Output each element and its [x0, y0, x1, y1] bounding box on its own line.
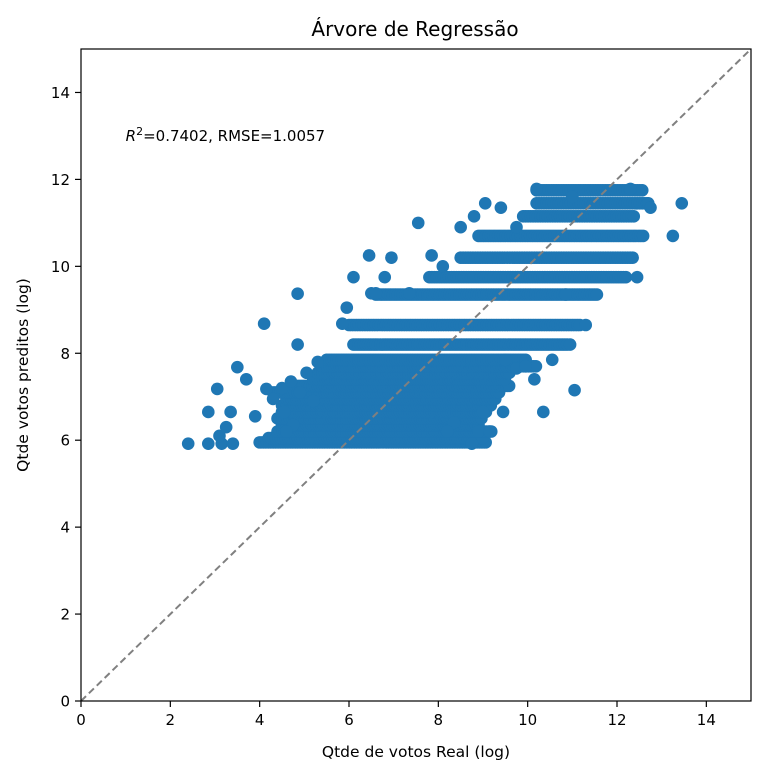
data-point [563, 338, 577, 351]
data-point [336, 317, 349, 331]
data-point [447, 416, 461, 430]
data-point [494, 201, 508, 214]
data-point [210, 382, 224, 396]
data-point [559, 288, 572, 301]
data-point [467, 210, 481, 223]
data-point [280, 425, 293, 438]
x-tick-label: 4 [255, 711, 265, 729]
data-point [530, 182, 543, 196]
data-point [630, 270, 644, 284]
data-point [181, 437, 195, 450]
data-point [436, 260, 450, 273]
data-point [266, 392, 280, 406]
data-point [239, 373, 253, 386]
data-points [181, 182, 689, 450]
y-tick-label: 10 [51, 258, 70, 276]
data-point [496, 405, 510, 419]
x-axis-label: Qtde de votos Real (log) [322, 743, 510, 761]
y-tick-label: 2 [60, 606, 70, 624]
data-point [537, 405, 550, 419]
y-tick-label: 12 [51, 171, 70, 189]
plot-frame [80, 48, 752, 702]
chart-title: Árvore de Regressão [311, 17, 518, 41]
y-axis-label: Qtde votos preditos (log) [14, 278, 32, 472]
y-tick-label: 6 [60, 432, 70, 450]
data-point [385, 251, 398, 264]
data-point [248, 409, 262, 423]
data-point [579, 318, 593, 332]
data-point [425, 249, 438, 262]
data-point [347, 270, 360, 284]
data-point [231, 360, 244, 374]
data-point [476, 405, 490, 419]
data-point [627, 210, 641, 223]
identity-reference-line [81, 49, 751, 701]
data-point [411, 216, 425, 230]
r2-symbol: R [126, 127, 136, 145]
data-point [510, 220, 523, 234]
data-point [590, 288, 604, 301]
metrics-annotation: R2=0.7402, RMSE=1.0057 [126, 125, 325, 145]
data-point [483, 425, 497, 438]
x-tick-label: 14 [697, 711, 716, 729]
data-point [619, 270, 633, 284]
data-point [499, 353, 512, 367]
data-point [478, 197, 492, 210]
data-point [306, 394, 320, 408]
data-point [277, 405, 291, 419]
data-point [340, 301, 354, 314]
data-point [403, 286, 416, 300]
r2-exponent: 2 [136, 125, 143, 138]
data-point [219, 420, 233, 434]
data-point [666, 229, 680, 243]
data-point [378, 270, 392, 284]
y-tick-label: 0 [60, 693, 70, 711]
data-point [440, 425, 454, 438]
x-axis: 0 2 4 6 8 10 12 14 [76, 701, 716, 729]
data-point [226, 437, 240, 450]
data-point [675, 197, 689, 210]
data-point [362, 249, 376, 262]
y-tick-label: 4 [60, 519, 70, 537]
data-point [311, 355, 325, 369]
data-point [293, 386, 307, 399]
data-point [224, 405, 237, 419]
data-point [300, 366, 313, 380]
data-point [260, 382, 273, 396]
data-point [202, 405, 215, 419]
data-point [284, 375, 298, 388]
data-point [566, 190, 579, 204]
data-point [275, 381, 289, 395]
x-tick-label: 2 [166, 711, 176, 729]
x-tick-label: 6 [344, 711, 354, 729]
x-tick-label: 8 [434, 711, 444, 729]
data-point [636, 229, 650, 243]
data-point [568, 383, 581, 397]
data-point [624, 182, 637, 196]
data-point [472, 425, 485, 438]
data-point [257, 317, 271, 331]
data-point [465, 437, 479, 450]
y-tick-label: 8 [60, 345, 70, 363]
data-point [528, 373, 541, 386]
data-point [635, 183, 649, 197]
x-tick-label: 0 [76, 711, 86, 729]
y-tick-label: 14 [51, 84, 70, 102]
data-point [213, 429, 226, 443]
data-point [519, 360, 532, 373]
data-point [529, 360, 543, 373]
data-point [291, 287, 304, 301]
data-point [545, 353, 559, 367]
x-tick-label: 12 [607, 711, 626, 729]
data-point [369, 286, 383, 300]
y-axis: 0 2 4 6 8 10 12 14 [51, 84, 81, 711]
data-point [626, 251, 639, 264]
data-point [291, 338, 304, 351]
metrics-text: =0.7402, RMSE=1.0057 [143, 127, 325, 145]
data-point [644, 201, 657, 214]
x-tick-label: 10 [518, 711, 537, 729]
data-point [202, 437, 215, 450]
data-point [454, 220, 467, 234]
